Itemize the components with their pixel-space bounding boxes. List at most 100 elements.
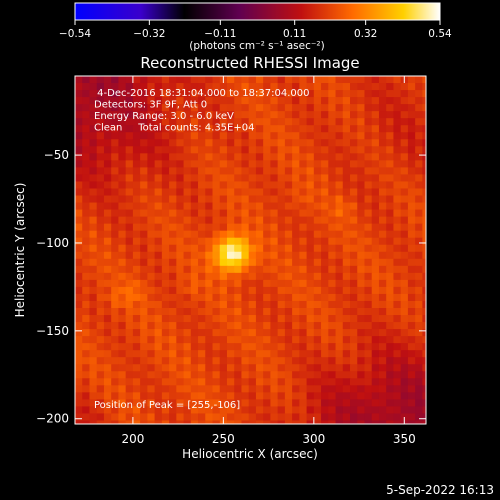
- heatmap-cell: [342, 308, 351, 316]
- heatmap-cell: [89, 413, 98, 422]
- heatmap-cell: [350, 308, 358, 316]
- heatmap-cell: [378, 118, 387, 126]
- heatmap-cell: [82, 90, 91, 98]
- heatmap-cell: [118, 308, 127, 316]
- heatmap-cell: [364, 244, 373, 253]
- heatmap-cell: [328, 258, 337, 267]
- heatmap-cell: [75, 132, 83, 140]
- heatmap-cell: [190, 146, 199, 154]
- heatmap-cell: [328, 364, 337, 372]
- heatmap-cell: [75, 420, 83, 424]
- heatmap-cell: [422, 279, 426, 288]
- heatmap-cell: [241, 308, 250, 316]
- heatmap-cell: [89, 125, 98, 133]
- heatmap-cell: [321, 181, 329, 190]
- heatmap-cell: [205, 202, 214, 211]
- heatmap-cell: [328, 251, 337, 260]
- heatmap-cell: [89, 406, 98, 415]
- heatmap-cell: [161, 160, 170, 168]
- heatmap-cell: [350, 132, 358, 140]
- heatmap-cell: [270, 308, 279, 316]
- colorbar: −0.54 −0.32 −0.11 0.11 0.32 0.54 (photons cm⁻…: [59, 2, 452, 52]
- heatmap-cell: [407, 385, 416, 393]
- heatmap-cell: [82, 104, 91, 112]
- heatmap-cell: [198, 125, 206, 133]
- heatmap-cell: [169, 385, 177, 393]
- heatmap-cell: [371, 336, 380, 344]
- heatmap-cell: [270, 160, 279, 168]
- heatmap-cell: [255, 364, 264, 372]
- heatmap-cell: [313, 251, 322, 260]
- heatmap-cell: [407, 83, 416, 91]
- heatmap-cell: [183, 188, 192, 197]
- heatmap-cell: [263, 364, 271, 372]
- heatmap-cell: [400, 392, 409, 400]
- heatmap-cell: [277, 308, 286, 316]
- heatmap-cell: [284, 209, 293, 218]
- heatmap-cell: [378, 385, 387, 393]
- heatmap-cell: [415, 104, 423, 112]
- heatmap-cell: [277, 406, 286, 415]
- heatmap-cell: [140, 350, 148, 358]
- heatmap-cell: [313, 258, 322, 267]
- heatmap-cell: [75, 76, 83, 84]
- heatmap-cell: [219, 160, 228, 168]
- heatmap-cell: [248, 343, 257, 351]
- heatmap-cell: [328, 336, 337, 344]
- heatmap-cell: [386, 300, 395, 309]
- heatmap-cell: [306, 146, 315, 154]
- heatmap-cell: [270, 90, 279, 98]
- heatmap-cell: [198, 167, 206, 176]
- heatmap-cell: [111, 413, 120, 422]
- heatmap-cell: [125, 286, 134, 295]
- heatmap-cell: [378, 195, 387, 204]
- heatmap-cell: [284, 181, 293, 190]
- heatmap-cell: [400, 329, 409, 337]
- heatmap-cell: [313, 118, 322, 126]
- heatmap-cell: [89, 378, 98, 386]
- heatmap-cell: [306, 286, 315, 295]
- heatmap-cell: [357, 174, 366, 183]
- heatmap-cell: [103, 343, 112, 351]
- heatmap-cell: [248, 181, 257, 190]
- heatmap-cell: [190, 118, 199, 126]
- heatmap-cell: [400, 315, 409, 323]
- heatmap-cell: [393, 202, 402, 211]
- heatmap-cell: [415, 209, 423, 218]
- heatmap-cell: [328, 132, 337, 140]
- heatmap-cell: [125, 392, 134, 400]
- heatmap-cell: [154, 350, 163, 358]
- heatmap-cell: [89, 385, 98, 393]
- heatmap-cell: [306, 308, 315, 316]
- heatmap-cell: [75, 125, 83, 133]
- heatmap-cell: [321, 343, 329, 351]
- heatmap-cell: [111, 251, 120, 260]
- heatmap-cell: [407, 406, 416, 415]
- heatmap-cell: [306, 392, 315, 400]
- heatmap-cell: [321, 406, 329, 415]
- heatmap-cell: [393, 223, 402, 232]
- heatmap-cell: [292, 286, 300, 295]
- heatmap-cell: [378, 265, 387, 274]
- heatmap-cell: [415, 322, 423, 330]
- heatmap-cell: [190, 174, 199, 183]
- heatmap-cell: [255, 413, 264, 422]
- heatmap-cell: [205, 293, 214, 302]
- heatmap-cell: [183, 174, 192, 183]
- heatmap-cell: [226, 392, 235, 400]
- heatmap-cell: [400, 209, 409, 218]
- heatmap-cell: [248, 413, 257, 422]
- heatmap-cell: [306, 83, 315, 91]
- heatmap-cell: [176, 286, 185, 295]
- heatmap-cell: [248, 153, 257, 161]
- heatmap-cell: [176, 308, 185, 316]
- heatmap-cell: [342, 181, 351, 190]
- heatmap-cell: [176, 104, 185, 112]
- heatmap-cell: [198, 343, 206, 351]
- heatmap-cell: [226, 300, 235, 309]
- heatmap-cell: [75, 315, 83, 323]
- heatmap-cell: [132, 258, 141, 267]
- heatmap-cell: [176, 209, 185, 218]
- heatmap-cell: [118, 399, 127, 408]
- heatmap-cell: [357, 357, 366, 365]
